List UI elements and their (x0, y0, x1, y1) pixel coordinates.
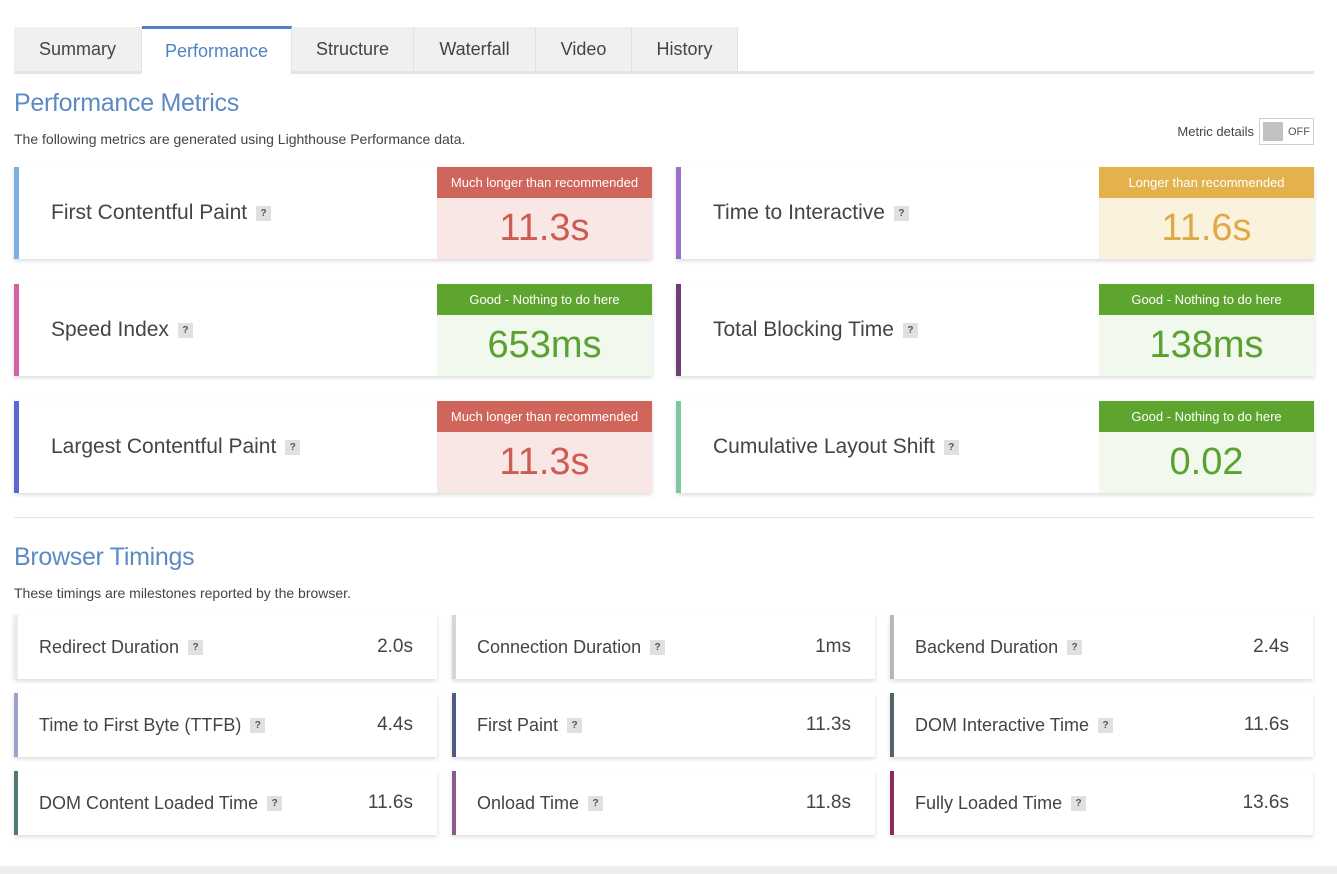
metric-card-first-contentful-paint: First Contentful Paint? Much longer than… (14, 167, 652, 259)
metric-label: Total Blocking Time (713, 318, 894, 341)
help-icon[interactable]: ? (1067, 639, 1083, 655)
metric-card-cumulative-layout-shift: Cumulative Layout Shift? Good - Nothing … (676, 401, 1314, 493)
timing-value: 2.0s (377, 636, 413, 657)
timing-label: DOM Content Loaded Time (39, 792, 259, 813)
metric-grade: Much longer than recommended 11.3s (437, 401, 652, 493)
help-icon[interactable]: ? (902, 322, 918, 338)
timing-value: 11.6s (1243, 714, 1289, 735)
metric-details-toggle[interactable]: OFF (1259, 118, 1314, 145)
timing-label: DOM Interactive Time (915, 714, 1090, 735)
browser-timings-subtitle: These timings are milestones reported by… (14, 585, 351, 601)
metric-card-speed-index: Speed Index? Good - Nothing to do here 6… (14, 284, 652, 376)
timing-card-first-paint: First Paint? 11.3s (452, 693, 875, 757)
help-icon[interactable]: ? (1071, 795, 1087, 811)
timing-label: Redirect Duration (39, 636, 180, 657)
toggle-knob (1263, 122, 1283, 141)
tab-bar: Summary Performance Structure Waterfall … (14, 26, 1314, 74)
help-icon[interactable]: ? (285, 439, 301, 455)
metric-grade: Good - Nothing to do here 653ms (437, 284, 652, 376)
toggle-state: OFF (1288, 125, 1310, 138)
timing-value: 11.6s (367, 792, 413, 813)
metric-label: Speed Index (51, 318, 169, 341)
help-icon[interactable]: ? (267, 795, 283, 811)
metric-details-label: Metric details (1177, 124, 1254, 139)
metric-value: 11.3s (437, 198, 652, 259)
performance-metrics-subtitle: The following metrics are generated usin… (14, 131, 466, 147)
timing-card-dom-interactive-time: DOM Interactive Time? 11.6s (890, 693, 1313, 757)
timing-card-onload-time: Onload Time? 11.8s (452, 771, 875, 835)
timing-value: 13.6s (1242, 792, 1289, 813)
tab-video[interactable]: Video (536, 27, 632, 71)
help-icon[interactable]: ? (1098, 717, 1114, 733)
timing-label: Backend Duration (915, 636, 1059, 657)
metric-value: 0.02 (1099, 432, 1314, 493)
timing-label: First Paint (477, 714, 559, 735)
metric-value: 138ms (1099, 315, 1314, 376)
metric-card-time-to-interactive: Time to Interactive? Longer than recomme… (676, 167, 1314, 259)
metric-label: First Contentful Paint (51, 201, 248, 224)
help-icon[interactable]: ? (588, 795, 604, 811)
metric-label: Time to Interactive (713, 201, 885, 224)
grade-text: Good - Nothing to do here (1099, 284, 1314, 315)
timing-label: Fully Loaded Time (915, 792, 1063, 813)
timing-value: 1ms (815, 636, 851, 657)
metric-label: Cumulative Layout Shift (713, 435, 935, 458)
timing-card-connection-duration: Connection Duration? 1ms (452, 615, 875, 679)
bottom-scroll-edge (0, 866, 1337, 874)
grade-text: Much longer than recommended (437, 401, 652, 432)
grade-text: Good - Nothing to do here (1099, 401, 1314, 432)
performance-metrics-title: Performance Metrics (14, 89, 239, 117)
tab-performance[interactable]: Performance (142, 26, 292, 74)
help-icon[interactable]: ? (188, 639, 204, 655)
help-icon[interactable]: ? (650, 639, 666, 655)
help-icon[interactable]: ? (256, 205, 272, 221)
metric-value: 653ms (437, 315, 652, 376)
metric-grade: Good - Nothing to do here 0.02 (1099, 401, 1314, 493)
help-icon[interactable]: ? (567, 717, 583, 733)
metric-grade: Good - Nothing to do here 138ms (1099, 284, 1314, 376)
browser-timings-title: Browser Timings (14, 543, 195, 571)
metric-label: Largest Contentful Paint (51, 435, 277, 458)
help-icon[interactable]: ? (177, 322, 193, 338)
tab-summary[interactable]: Summary (14, 27, 142, 71)
tab-waterfall[interactable]: Waterfall (414, 27, 536, 71)
metric-details-toggle-group: Metric details OFF (1177, 118, 1314, 145)
timing-label: Onload Time (477, 792, 580, 813)
metric-value: 11.3s (437, 432, 652, 493)
timing-value: 4.4s (377, 714, 413, 735)
timing-card-backend-duration: Backend Duration? 2.4s (890, 615, 1313, 679)
help-icon[interactable]: ? (250, 717, 266, 733)
timing-card-dom-content-loaded-time: DOM Content Loaded Time? 11.6s (14, 771, 437, 835)
timing-label: Connection Duration (477, 636, 642, 657)
timing-value: 2.4s (1253, 636, 1289, 657)
tab-structure[interactable]: Structure (292, 27, 414, 71)
timing-card-time-to-first-byte: Time to First Byte (TTFB)? 4.4s (14, 693, 437, 757)
grade-text: Much longer than recommended (437, 167, 652, 198)
timing-card-redirect-duration: Redirect Duration? 2.0s (14, 615, 437, 679)
grade-text: Longer than recommended (1099, 167, 1314, 198)
timing-value: 11.3s (805, 714, 851, 735)
timing-label: Time to First Byte (TTFB) (39, 714, 242, 735)
metric-value: 11.6s (1099, 198, 1314, 259)
metric-card-total-blocking-time: Total Blocking Time? Good - Nothing to d… (676, 284, 1314, 376)
timing-value: 11.8s (805, 792, 851, 813)
grade-text: Good - Nothing to do here (437, 284, 652, 315)
help-icon[interactable]: ? (893, 205, 909, 221)
metric-grade: Much longer than recommended 11.3s (437, 167, 652, 259)
metric-card-largest-contentful-paint: Largest Contentful Paint? Much longer th… (14, 401, 652, 493)
tab-history[interactable]: History (632, 27, 738, 71)
section-divider (14, 517, 1314, 518)
timing-card-fully-loaded-time: Fully Loaded Time? 13.6s (890, 771, 1313, 835)
metric-grade: Longer than recommended 11.6s (1099, 167, 1314, 259)
help-icon[interactable]: ? (943, 439, 959, 455)
